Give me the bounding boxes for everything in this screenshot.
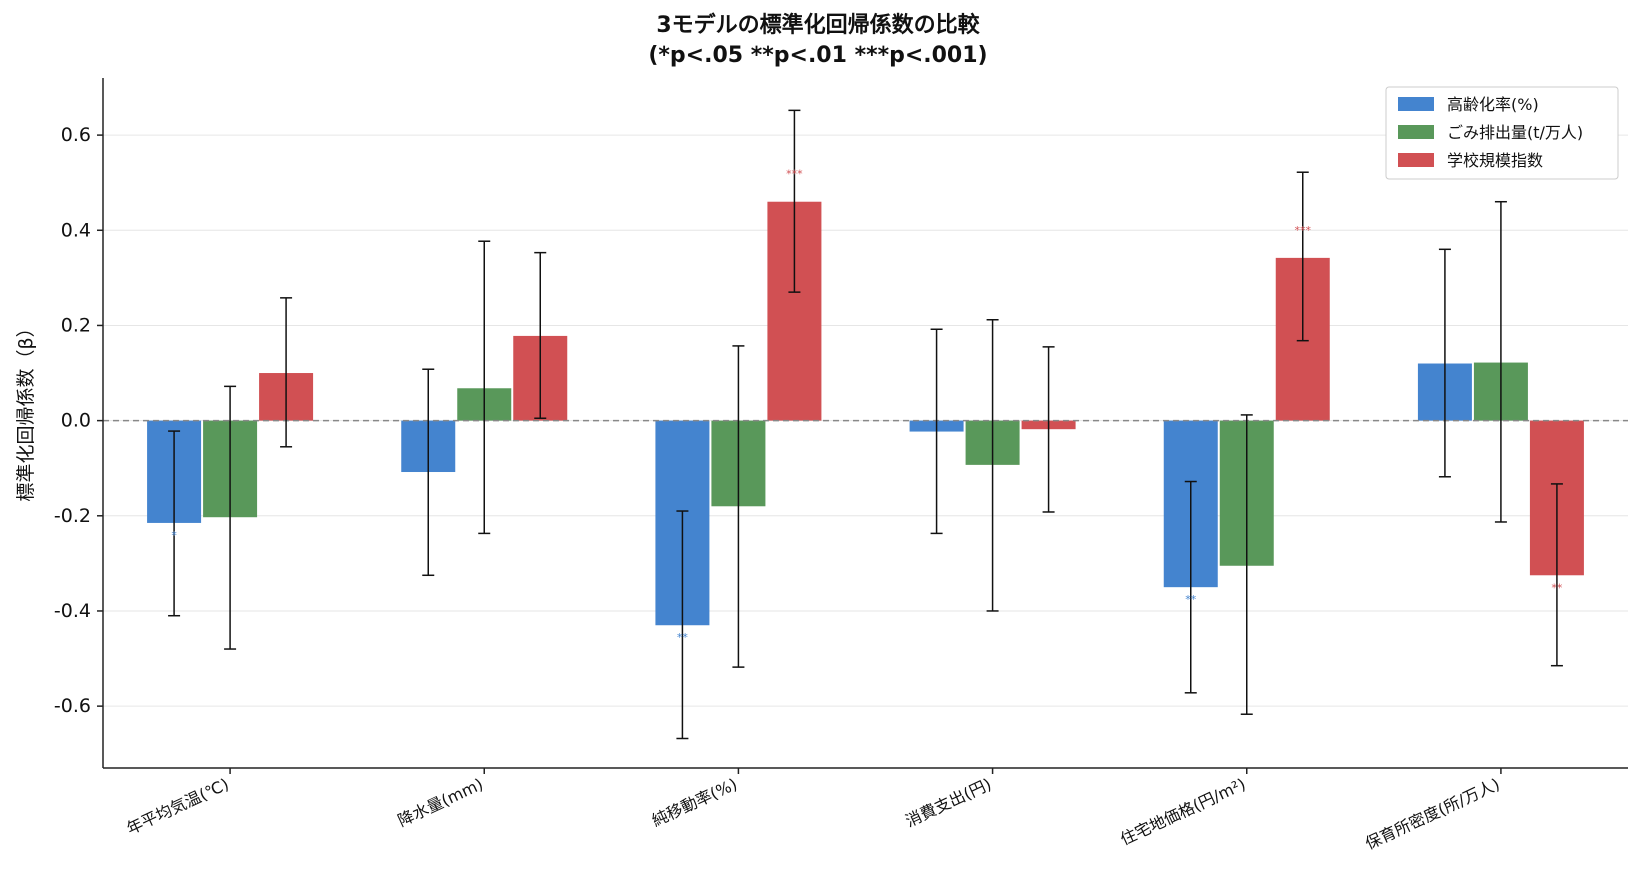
error-bar: [168, 430, 181, 617]
error-bar: [1438, 248, 1451, 478]
significance-marker: ***: [786, 168, 803, 181]
error-bar: [422, 368, 435, 577]
error-bar: [478, 240, 491, 535]
legend-label: ごみ排出量(t/万人): [1447, 123, 1583, 142]
legend: 高齢化率(%) ごみ排出量(t/万人) 学校規模指数: [1385, 86, 1619, 180]
error-bar: [1550, 483, 1563, 667]
chart-title-line2: (*p<.05 **p<.01 ***p<.001): [648, 43, 987, 68]
x-tick-label: 保育所密度(所/万人): [1362, 774, 1502, 853]
y-tick-label: 0.6: [61, 124, 91, 146]
error-bar: [1184, 480, 1197, 694]
significance-marker: **: [677, 631, 689, 644]
x-tick-label: 年平均気温(℃): [124, 774, 232, 838]
y-tick-label: 0.0: [61, 410, 91, 432]
legend-swatch: [1398, 153, 1434, 167]
error-bar: [1042, 346, 1055, 513]
significance-marker: **: [1551, 581, 1563, 594]
x-tick-label: 消費支出(円): [902, 774, 994, 830]
error-bar: [732, 345, 745, 668]
error-bars: [168, 109, 1563, 740]
error-bar: [1494, 200, 1507, 523]
error-bar: [534, 251, 547, 419]
error-bar: [224, 385, 237, 650]
significance-marker: ***: [1295, 224, 1312, 237]
y-ticks: -0.6 -0.4 -0.2 0.0 0.2 0.4 0.6: [54, 124, 103, 717]
legend-label: 高齢化率(%): [1447, 95, 1539, 114]
error-bar: [788, 109, 801, 293]
y-tick-label: -0.2: [54, 505, 91, 527]
x-ticks: 年平均気温(℃) 降水量(mm) 純移動率(%) 消費支出(円) 住宅地価格(円/m²)…: [124, 768, 1503, 853]
y-tick-label: -0.4: [54, 600, 91, 622]
legend-frame: [1385, 86, 1619, 180]
significance-marker: *: [171, 529, 177, 542]
legend-label: 学校規模指数: [1447, 151, 1543, 170]
x-tick-label: 住宅地価格(円/m²): [1117, 774, 1248, 849]
y-tick-label: 0.4: [61, 219, 91, 241]
error-bar: [986, 318, 999, 612]
error-bar: [280, 297, 293, 448]
axes: [102, 78, 1628, 769]
x-tick-label: 降水量(mm): [395, 774, 486, 830]
error-bar: [1240, 414, 1253, 715]
error-bar: [676, 510, 689, 740]
error-bar: [1296, 171, 1309, 342]
significance-markers: *************: [171, 168, 1563, 645]
legend-swatch: [1398, 97, 1434, 111]
significance-marker: **: [1185, 593, 1197, 606]
legend-swatch: [1398, 125, 1434, 139]
y-tick-label: 0.2: [61, 314, 91, 336]
error-bar: [930, 328, 943, 535]
y-tick-label: -0.6: [54, 695, 91, 717]
x-tick-label: 純移動率(%): [649, 774, 740, 830]
chart-title-line1: 3モデルの標準化回帰係数の比較: [656, 12, 980, 38]
y-axis-label: 標準化回帰係数（β）: [15, 318, 37, 501]
bars: [147, 201, 1584, 626]
